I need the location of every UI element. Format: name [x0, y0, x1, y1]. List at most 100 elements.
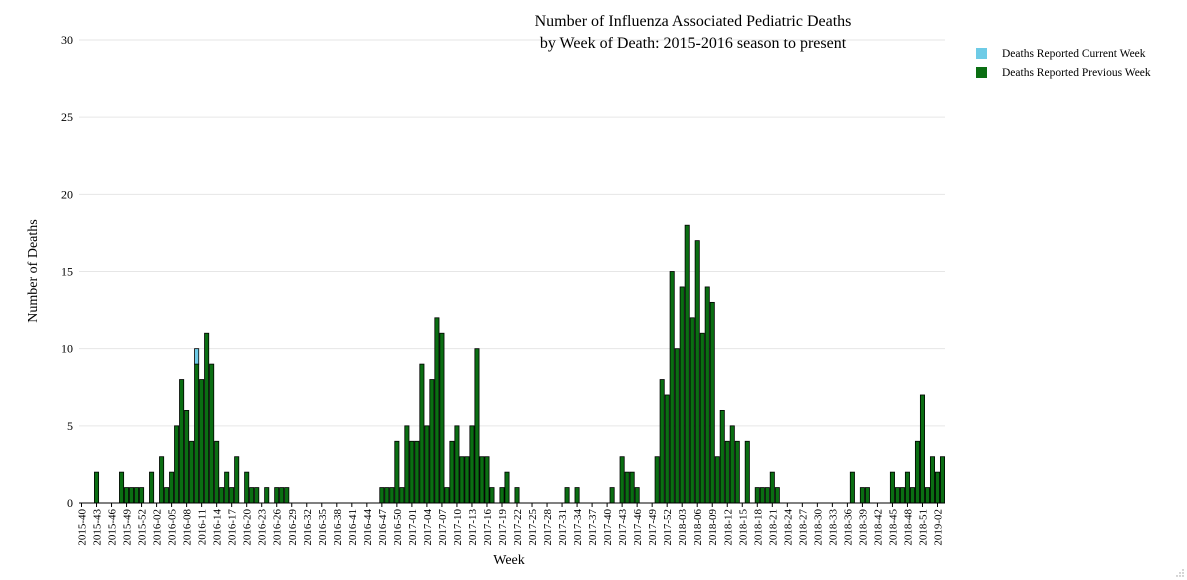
bar-2018-06-previous-week[interactable] [694, 240, 700, 504]
bar-2017-44-previous-week[interactable] [624, 471, 630, 504]
bar-2018-21-previous-week[interactable] [769, 471, 775, 504]
bar-2017-10-previous-week[interactable] [454, 425, 460, 504]
bar-2016-52-previous-week[interactable] [404, 425, 410, 504]
bar-2018-04-previous-week[interactable] [684, 224, 690, 504]
bar-2018-18-previous-week[interactable] [754, 487, 760, 504]
bar-2017-43-previous-week[interactable] [619, 456, 625, 504]
bar-2018-07-previous-week[interactable] [699, 332, 705, 504]
bar-2016-16-previous-week[interactable] [224, 471, 230, 504]
bar-2018-12-previous-week[interactable] [724, 440, 730, 504]
bar-2018-20-previous-week[interactable] [764, 487, 770, 504]
bar-2017-22-previous-week[interactable] [514, 487, 520, 504]
bar-2016-09-previous-week[interactable] [189, 440, 195, 504]
bar-2017-07-previous-week[interactable] [439, 332, 445, 504]
bar-2017-17-previous-week[interactable] [489, 487, 495, 504]
bar-2018-13-previous-week[interactable] [729, 425, 735, 504]
bar-2016-27-previous-week[interactable] [279, 487, 285, 504]
bar-2018-37-previous-week[interactable] [849, 471, 855, 504]
bar-2017-32-previous-week[interactable] [564, 487, 570, 504]
bar-2016-48-previous-week[interactable] [384, 487, 390, 504]
bar-2015-43-previous-week[interactable] [94, 471, 100, 504]
bar-2018-14-previous-week[interactable] [734, 440, 740, 504]
bar-2017-45-previous-week[interactable] [629, 471, 635, 504]
bar-2018-02-previous-week[interactable] [674, 348, 680, 504]
bar-2017-51-previous-week[interactable] [659, 379, 665, 504]
bar-2018-11-previous-week[interactable] [719, 409, 725, 504]
bar-2017-02-previous-week[interactable] [414, 440, 420, 504]
bar-2016-04-previous-week[interactable] [164, 487, 170, 504]
bar-2015-49-previous-week[interactable] [124, 487, 130, 504]
bar-2018-48-previous-week[interactable] [904, 471, 910, 504]
bar-2018-01-previous-week[interactable] [669, 271, 675, 504]
bar-2018-45-previous-week[interactable] [889, 471, 895, 504]
bar-2017-01-previous-week[interactable] [409, 440, 415, 504]
bar-2016-06-previous-week[interactable] [174, 425, 180, 504]
bar-2015-52-previous-week[interactable] [139, 487, 145, 504]
bar-2016-13-previous-week[interactable] [209, 363, 215, 504]
bar-2017-19-previous-week[interactable] [499, 487, 505, 504]
bar-2018-03-previous-week[interactable] [679, 286, 685, 504]
bar-2017-50-previous-week[interactable] [654, 456, 660, 504]
bar-2019-01-previous-week[interactable] [929, 456, 935, 504]
bar-2017-12-previous-week[interactable] [464, 456, 470, 504]
bar-2016-07-previous-week[interactable] [179, 379, 185, 504]
bar-2015-50-previous-week[interactable] [129, 487, 135, 504]
bar-2017-20-previous-week[interactable] [504, 471, 510, 504]
bar-2016-26-previous-week[interactable] [274, 487, 280, 504]
bar-2016-49-previous-week[interactable] [389, 487, 395, 504]
bar-2016-10-current-week[interactable] [194, 348, 200, 365]
bar-2018-10-previous-week[interactable] [714, 456, 720, 504]
bar-2017-09-previous-week[interactable] [449, 440, 455, 504]
bar-2018-40-previous-week[interactable] [864, 487, 870, 504]
bar-2016-05-previous-week[interactable] [169, 471, 175, 504]
bar-2016-28-previous-week[interactable] [284, 487, 290, 504]
bar-2016-20-previous-week[interactable] [244, 471, 250, 504]
bar-2016-01-previous-week[interactable] [149, 471, 155, 504]
bar-2018-51-previous-week[interactable] [919, 394, 925, 504]
bar-2016-08-previous-week[interactable] [184, 409, 190, 504]
bar-2016-03-previous-week[interactable] [159, 456, 165, 504]
bar-2016-10-previous-week[interactable] [194, 363, 200, 504]
bar-2015-51-previous-week[interactable] [134, 487, 140, 504]
bar-2017-11-previous-week[interactable] [459, 456, 465, 504]
bar-2017-16-previous-week[interactable] [484, 456, 490, 504]
bar-2018-19-previous-week[interactable] [759, 487, 765, 504]
bar-2018-05-previous-week[interactable] [689, 317, 695, 504]
bar-2016-11-previous-week[interactable] [199, 379, 205, 504]
bar-2019-03-previous-week[interactable] [939, 456, 946, 504]
bar-2017-46-previous-week[interactable] [634, 487, 640, 504]
bar-2017-34-previous-week[interactable] [574, 487, 580, 504]
bar-2016-17-previous-week[interactable] [229, 487, 235, 504]
legend-item-current-week[interactable]: Deaths Reported Current Week [976, 47, 1151, 66]
bar-2015-48-previous-week[interactable] [119, 471, 125, 504]
bar-2017-52-previous-week[interactable] [664, 394, 670, 504]
bar-2019-02-previous-week[interactable] [934, 471, 941, 504]
bar-2016-50-previous-week[interactable] [394, 440, 400, 504]
bar-2016-22-previous-week[interactable] [254, 487, 260, 504]
bar-2018-46-previous-week[interactable] [894, 487, 900, 504]
bar-2018-52-previous-week[interactable] [924, 487, 930, 504]
bar-2017-15-previous-week[interactable] [479, 456, 485, 504]
bar-2017-03-previous-week[interactable] [419, 363, 425, 504]
bar-2016-12-previous-week[interactable] [204, 332, 210, 504]
bar-2018-08-previous-week[interactable] [704, 286, 710, 504]
bar-2017-05-previous-week[interactable] [429, 379, 435, 504]
bar-2017-41-previous-week[interactable] [609, 487, 615, 504]
bar-2017-04-previous-week[interactable] [424, 425, 430, 504]
bar-2016-15-previous-week[interactable] [219, 487, 225, 504]
bar-2016-14-previous-week[interactable] [214, 440, 220, 504]
bar-2016-24-previous-week[interactable] [264, 487, 270, 504]
bar-2017-06-previous-week[interactable] [434, 317, 440, 504]
bar-2017-08-previous-week[interactable] [444, 487, 450, 504]
bar-2018-47-previous-week[interactable] [899, 487, 905, 504]
bar-2016-21-previous-week[interactable] [249, 487, 255, 504]
bar-2017-14-previous-week[interactable] [474, 348, 480, 504]
bar-2017-13-previous-week[interactable] [469, 425, 475, 504]
bar-2016-47-previous-week[interactable] [379, 487, 385, 504]
bar-2018-49-previous-week[interactable] [909, 487, 915, 504]
bar-2016-18-previous-week[interactable] [234, 456, 240, 504]
bar-2018-50-previous-week[interactable] [914, 440, 920, 504]
legend-item-previous-week[interactable]: Deaths Reported Previous Week [976, 66, 1151, 85]
bar-2018-39-previous-week[interactable] [859, 487, 865, 504]
bar-2018-22-previous-week[interactable] [774, 487, 780, 504]
